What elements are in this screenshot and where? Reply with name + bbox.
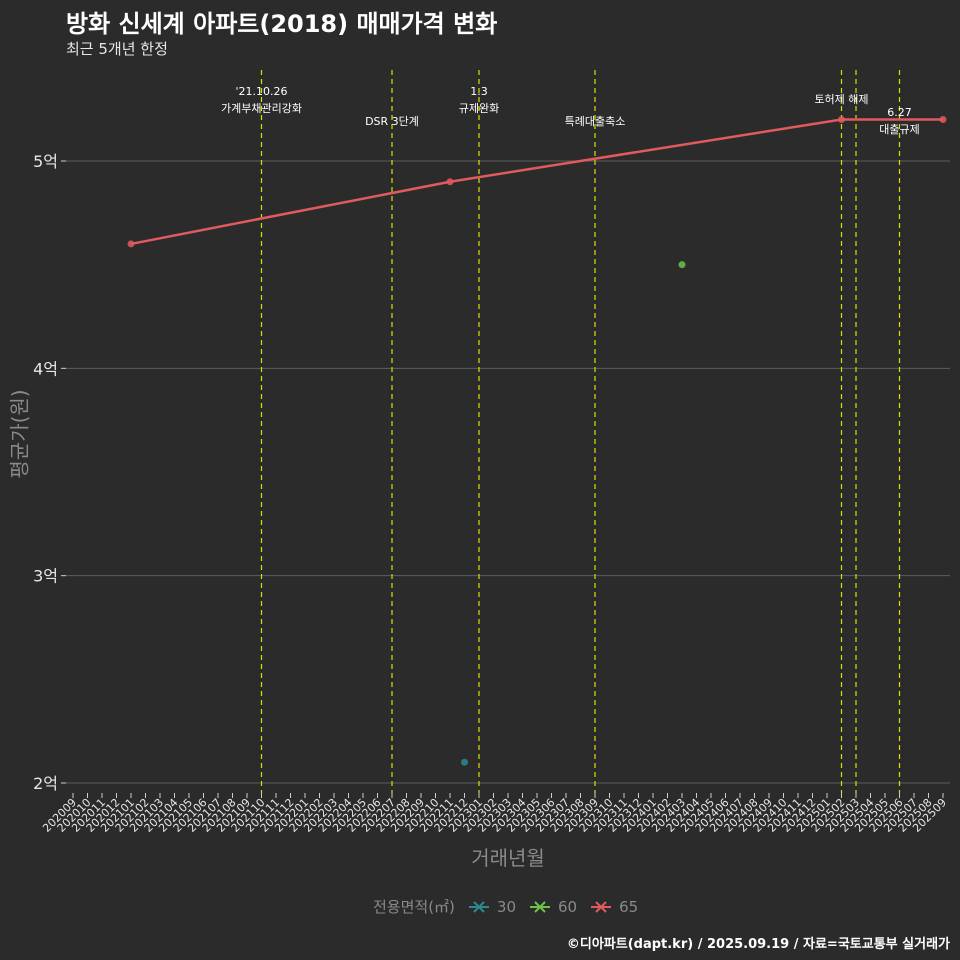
y-axis-title: 평균가(원) bbox=[7, 389, 32, 479]
legend-swatch-60 bbox=[530, 900, 550, 913]
point-65-3 bbox=[939, 116, 947, 124]
y-tick-label-3: 5억 bbox=[33, 152, 58, 171]
point-30-0 bbox=[461, 758, 468, 766]
legend-label-65: 65 bbox=[619, 897, 639, 916]
event-label-0-0: '21.10.26 bbox=[235, 85, 287, 98]
point-60-0 bbox=[678, 261, 686, 269]
legend-item-30: 30 bbox=[467, 898, 516, 916]
event-label-6-0: 6.27 bbox=[887, 106, 912, 119]
event-label-1-0: DSR 3단계 bbox=[365, 115, 419, 128]
event-lines bbox=[260, 70, 901, 793]
event-label-0-1: 가계부채관리강화 bbox=[221, 102, 302, 115]
legend-title: 전용면적(㎡) bbox=[373, 898, 455, 916]
y-tick-label-2: 4억 bbox=[33, 359, 58, 378]
y-axis: 2억 3억 4억 5억 bbox=[33, 152, 66, 793]
grid-lines bbox=[66, 160, 950, 784]
chart-subtitle: 최근 5개년 한정 bbox=[66, 40, 168, 58]
event-label-4-0: 토허제 해제 bbox=[814, 92, 868, 106]
event-label-3-0: 특례대출축소 bbox=[565, 115, 626, 128]
x-axis: 2020092020102020112020122021012021022021… bbox=[40, 793, 949, 835]
event-label-6-1: 대출규제 bbox=[879, 123, 919, 136]
series-line-65 bbox=[130, 118, 943, 246]
legend-label-30: 30 bbox=[496, 897, 516, 916]
legend-label-60: 60 bbox=[558, 897, 578, 916]
source-caption: ©디아파트(dapt.kr) / 2025.09.19 / 자료=국토교통부 실… bbox=[566, 937, 950, 952]
chart-title: 방화 신세계 아파트(2018) 매매가격 변화 bbox=[66, 10, 498, 38]
legend-swatch-65 bbox=[591, 900, 612, 913]
x-axis-title: 거래년월 bbox=[471, 846, 545, 870]
legend-swatch-30 bbox=[468, 900, 489, 913]
point-65-1 bbox=[446, 178, 454, 186]
event-label-2-0: 1.3 bbox=[470, 85, 488, 98]
legend-item-60: 60 bbox=[528, 898, 577, 916]
point-65-2 bbox=[838, 116, 845, 124]
series-marks bbox=[127, 116, 947, 766]
y-tick-label-0: 2억 bbox=[33, 774, 58, 793]
legend-item-65: 65 bbox=[589, 898, 638, 916]
legend: 전용면적(㎡) 30 60 65 bbox=[373, 896, 638, 917]
event-label-2-1: 규제완화 bbox=[459, 102, 499, 115]
y-tick-label-1: 3억 bbox=[33, 567, 58, 586]
point-65-0 bbox=[127, 240, 135, 248]
